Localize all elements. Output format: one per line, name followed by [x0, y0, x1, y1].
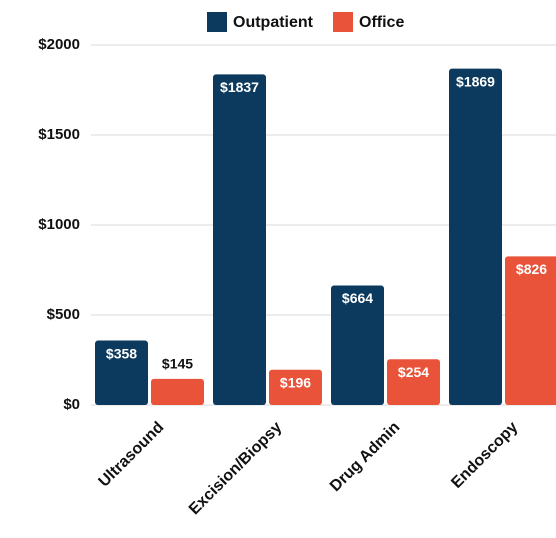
x-tick-label: Ultrasound	[96, 419, 168, 491]
bar	[151, 378, 204, 405]
x-tick-label: Endoscopy	[448, 419, 521, 492]
legend-label: Office	[359, 14, 404, 31]
y-tick-label: $2000	[38, 36, 80, 53]
y-tick-label: $0	[63, 396, 80, 413]
data-label: $1869	[456, 73, 495, 89]
y-tick-label: $1500	[38, 126, 80, 143]
bar	[505, 256, 556, 405]
bar	[449, 68, 502, 405]
x-tick-label: Drug Admin	[327, 419, 403, 495]
data-label: $1837	[220, 79, 259, 95]
data-label: $196	[280, 374, 311, 390]
data-label: $826	[516, 261, 547, 277]
data-label: $664	[342, 290, 373, 306]
legend-label: Outpatient	[233, 14, 314, 31]
y-tick-label: $1000	[38, 216, 80, 233]
data-label: $254	[398, 364, 429, 380]
bar	[331, 285, 384, 405]
legend-swatch	[207, 12, 227, 32]
data-label: $145	[162, 356, 193, 372]
legend-swatch	[333, 12, 353, 32]
bar	[387, 359, 440, 405]
y-tick-label: $500	[47, 306, 80, 323]
x-tick-label: Excision/Biopsy	[186, 419, 285, 518]
data-label: $358	[106, 345, 137, 361]
bar	[213, 74, 266, 405]
bar	[269, 369, 322, 405]
bar	[95, 340, 148, 405]
